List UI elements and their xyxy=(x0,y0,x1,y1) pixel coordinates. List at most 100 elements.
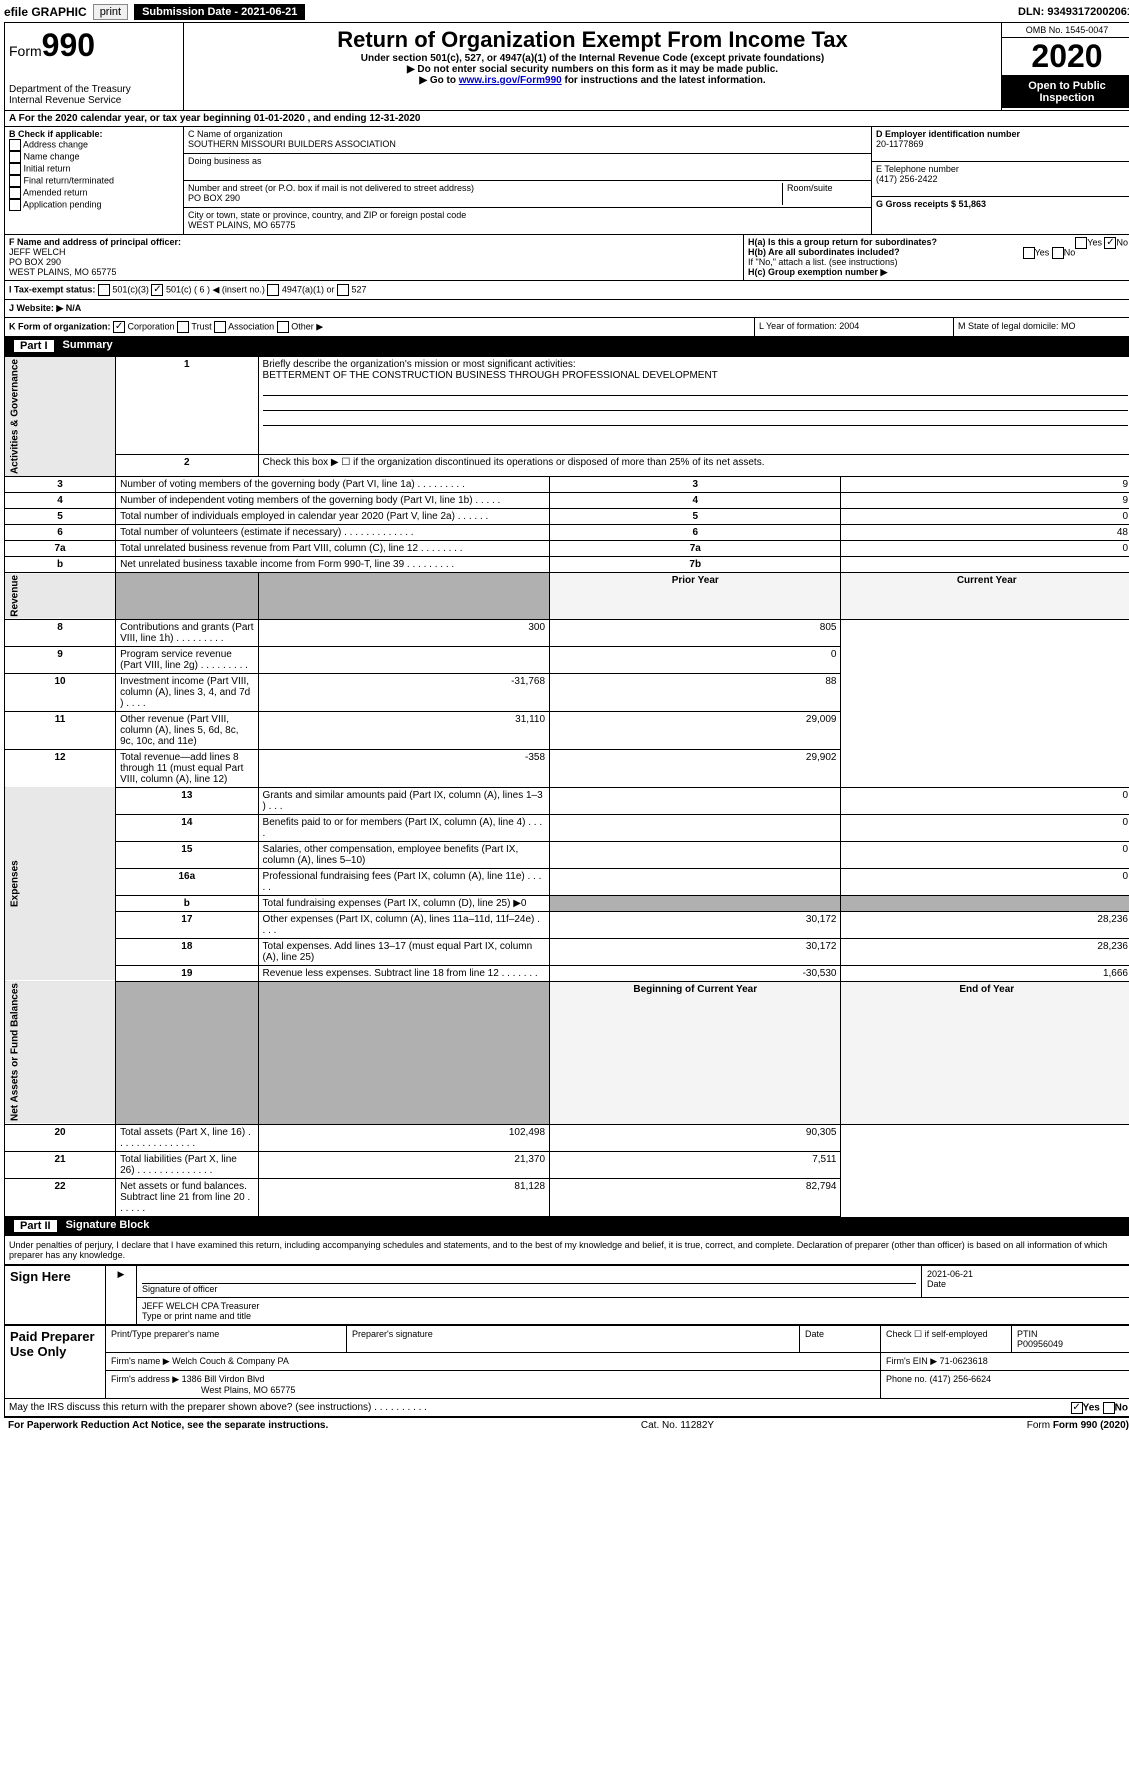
col-h-group: H(a) Is this a group return for subordin… xyxy=(744,235,1129,280)
checkbox[interactable] xyxy=(9,199,21,211)
opt-527: 527 xyxy=(351,284,366,294)
col-b-item: Initial return xyxy=(9,163,179,175)
line-text: Net assets or fund balances. Subtract li… xyxy=(116,1178,258,1216)
part-1-label: Part I xyxy=(13,339,55,353)
line-text: Benefits paid to or for members (Part IX… xyxy=(258,814,549,841)
line-text: Other expenses (Part IX, column (A), lin… xyxy=(258,911,549,938)
state-domicile: M State of legal domicile: MO xyxy=(954,318,1129,336)
hb-no-checkbox[interactable] xyxy=(1052,247,1064,259)
hb-yes-checkbox[interactable] xyxy=(1023,247,1035,259)
line-num: 4 xyxy=(5,493,116,509)
line-value: 48 xyxy=(841,525,1129,541)
checkbox[interactable] xyxy=(9,187,21,199)
prior-value: -31,768 xyxy=(258,673,549,711)
4947-checkbox[interactable] xyxy=(267,284,279,296)
discuss-row: May the IRS discuss this return with the… xyxy=(4,1399,1129,1417)
part-2-header: Part II Signature Block xyxy=(4,1217,1129,1236)
line-num: 20 xyxy=(5,1124,116,1151)
opt-4947: 4947(a)(1) or xyxy=(282,284,335,294)
line-label: 7a xyxy=(550,541,841,557)
beg-value: 21,370 xyxy=(258,1151,549,1178)
line-num: 19 xyxy=(116,965,258,981)
line-num: 9 xyxy=(5,646,116,673)
discuss-yes-checkbox[interactable]: ✓ xyxy=(1071,1402,1083,1414)
ha-yes-checkbox[interactable] xyxy=(1075,237,1087,249)
line-num: 14 xyxy=(116,814,258,841)
line-label: 4 xyxy=(550,493,841,509)
prior-value xyxy=(550,841,841,868)
firm-name: Welch Couch & Company PA xyxy=(172,1356,289,1366)
corp-checkbox[interactable]: ✓ xyxy=(113,321,125,333)
form-header: Form990 Department of the Treasury Inter… xyxy=(4,22,1129,111)
checkbox[interactable] xyxy=(9,139,21,151)
row-j-website: J Website: ▶ N/A xyxy=(4,300,1129,318)
shaded-cell xyxy=(841,895,1129,911)
ptin-label: PTIN xyxy=(1017,1329,1127,1339)
prior-value: 30,172 xyxy=(550,911,841,938)
prior-value xyxy=(550,814,841,841)
line-text: Total number of individuals employed in … xyxy=(116,509,550,525)
line-text: Program service revenue (Part VIII, line… xyxy=(116,646,258,673)
527-checkbox[interactable] xyxy=(337,284,349,296)
line-value xyxy=(841,557,1129,573)
date-label: Date xyxy=(800,1325,881,1352)
beg-year-header: Beginning of Current Year xyxy=(550,981,841,1124)
name-label: C Name of organization xyxy=(188,129,867,139)
line-2: Check this box ▶ ☐ if the organization d… xyxy=(258,455,1129,477)
opt-501c3: 501(c)(3) xyxy=(112,284,149,294)
501c3-checkbox[interactable] xyxy=(98,284,110,296)
line-num: b xyxy=(116,895,258,911)
discuss-no-checkbox[interactable] xyxy=(1103,1402,1115,1414)
print-button[interactable]: print xyxy=(93,4,128,20)
top-bar: efile GRAPHIC print Submission Date - 20… xyxy=(4,4,1129,20)
blank xyxy=(116,981,258,1124)
assoc-checkbox[interactable] xyxy=(214,321,226,333)
line-label: 7b xyxy=(550,557,841,573)
prior-year-header: Prior Year xyxy=(550,573,841,620)
col-b-item: Name change xyxy=(9,151,179,163)
line-text: Grants and similar amounts paid (Part IX… xyxy=(258,787,549,814)
firm-addr1: 1386 Bill Virdon Blvd xyxy=(182,1374,265,1384)
line-text: Number of voting members of the governin… xyxy=(116,477,550,493)
part-2-title: Signature Block xyxy=(66,1219,150,1233)
end-value: 7,511 xyxy=(550,1151,841,1178)
current-value: 29,902 xyxy=(550,749,841,787)
self-employed-label: Check ☐ if self-employed xyxy=(881,1325,1012,1352)
checkbox[interactable] xyxy=(9,175,21,187)
sign-here-label: Sign Here xyxy=(5,1265,106,1324)
city-label: City or town, state or province, country… xyxy=(188,210,867,220)
checkbox[interactable] xyxy=(9,163,21,175)
cat-no: Cat. No. 11282Y xyxy=(641,1420,714,1431)
line-value: 9 xyxy=(841,493,1129,509)
tax-status-label: I Tax-exempt status: xyxy=(9,284,95,294)
firm-ein: 71-0623618 xyxy=(940,1356,988,1366)
tax-year: 2020 xyxy=(1002,38,1129,76)
hb-row: H(b) Are all subordinates included? Yes … xyxy=(748,247,1128,257)
firm-phone-label: Phone no. xyxy=(886,1374,927,1384)
col-b-label: B Check if applicable: xyxy=(9,129,179,139)
website: J Website: ▶ N/A xyxy=(9,303,81,314)
501c-checkbox[interactable]: ✓ xyxy=(151,284,163,296)
line-text: Total fundraising expenses (Part IX, col… xyxy=(258,895,549,911)
part-1-title: Summary xyxy=(63,339,113,353)
open-public: Open to Public Inspection xyxy=(1002,76,1129,108)
opt-corp: Corporation xyxy=(128,321,175,331)
section-identity: B Check if applicable: Address change Na… xyxy=(4,127,1129,235)
other-checkbox[interactable] xyxy=(277,321,289,333)
paperwork-notice: For Paperwork Reduction Act Notice, see … xyxy=(8,1420,328,1431)
row-klm: K Form of organization: ✓ Corporation Tr… xyxy=(4,318,1129,337)
year-formation: L Year of formation: 2004 xyxy=(755,318,954,336)
hc-label: H(c) Group exemption number ▶ xyxy=(748,267,1128,278)
checkbox[interactable] xyxy=(9,151,21,163)
line-num: 5 xyxy=(5,509,116,525)
prior-value xyxy=(550,868,841,895)
ha-no-checkbox[interactable]: ✓ xyxy=(1104,237,1116,249)
trust-checkbox[interactable] xyxy=(177,321,189,333)
line-num: 22 xyxy=(5,1178,116,1216)
blank xyxy=(258,573,549,620)
irs-link[interactable]: www.irs.gov/Form990 xyxy=(459,75,562,86)
line-label: 5 xyxy=(550,509,841,525)
line-text: Total expenses. Add lines 13–17 (must eq… xyxy=(258,938,549,965)
current-value: 28,236 xyxy=(841,911,1129,938)
prior-value: 30,172 xyxy=(550,938,841,965)
